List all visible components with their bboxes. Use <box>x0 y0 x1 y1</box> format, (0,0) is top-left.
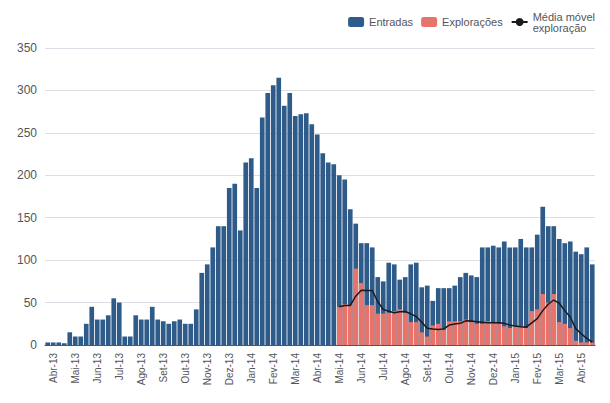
svg-text:Jun-13: Jun-13 <box>92 353 103 384</box>
svg-text:Set-13: Set-13 <box>158 353 169 383</box>
svg-text:Out-14: Out-14 <box>444 353 455 384</box>
svg-text:Jun-14: Jun-14 <box>356 353 367 384</box>
svg-text:Jul-14: Jul-14 <box>378 353 389 381</box>
svg-text:200: 200 <box>17 168 37 182</box>
svg-text:Média móvel: Média móvel <box>532 10 595 23</box>
svg-text:Jan-15: Jan-15 <box>510 353 521 384</box>
svg-text:350: 350 <box>17 41 37 55</box>
svg-text:Abr-15: Abr-15 <box>576 353 587 383</box>
svg-text:50: 50 <box>24 296 38 310</box>
svg-text:150: 150 <box>17 211 37 225</box>
svg-text:exploração: exploração <box>533 22 587 34</box>
svg-text:Jan-14: Jan-14 <box>246 353 257 384</box>
svg-text:Mar-15: Mar-15 <box>554 353 565 385</box>
svg-text:Mar-14: Mar-14 <box>290 353 301 385</box>
svg-text:Nov-14: Nov-14 <box>466 353 477 386</box>
svg-text:Jul-13: Jul-13 <box>114 353 125 381</box>
svg-text:Mai-13: Mai-13 <box>70 353 81 384</box>
svg-text:Abr-14: Abr-14 <box>312 353 323 383</box>
svg-text:Dez-13: Dez-13 <box>224 353 235 386</box>
svg-text:Abr-13: Abr-13 <box>48 353 59 383</box>
svg-text:Dez-14: Dez-14 <box>488 353 499 386</box>
svg-text:100: 100 <box>17 253 37 267</box>
svg-text:Entradas: Entradas <box>369 16 414 28</box>
svg-text:Mai-14: Mai-14 <box>334 353 345 384</box>
svg-text:Set-14: Set-14 <box>422 353 433 383</box>
svg-text:Nov-13: Nov-13 <box>202 353 213 386</box>
svg-text:Ago-14: Ago-14 <box>400 353 411 386</box>
svg-text:Out-13: Out-13 <box>180 353 191 384</box>
svg-text:250: 250 <box>17 126 37 140</box>
svg-text:Fev-15: Fev-15 <box>532 353 543 385</box>
svg-text:Fev-14: Fev-14 <box>268 353 279 385</box>
svg-text:Explorações: Explorações <box>442 16 503 28</box>
svg-text:300: 300 <box>17 83 37 97</box>
svg-text:0: 0 <box>30 338 37 352</box>
svg-text:Ago-13: Ago-13 <box>136 353 147 386</box>
